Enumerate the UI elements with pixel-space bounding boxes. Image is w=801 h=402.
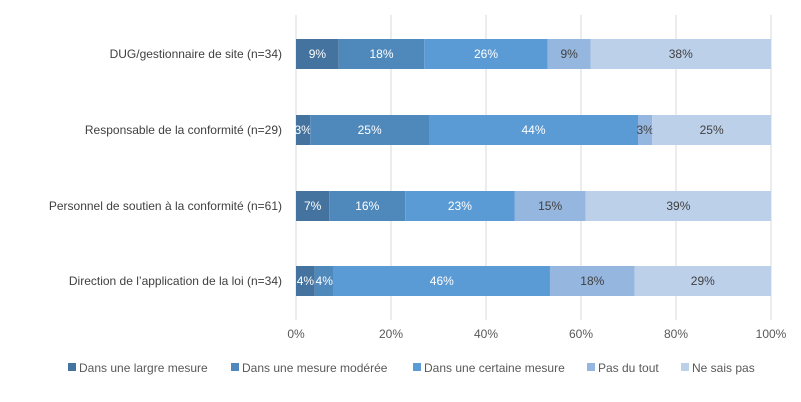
category-label: Personnel de soutien à la conformité (n=…	[49, 199, 282, 213]
data-label: 46%	[430, 274, 454, 288]
x-tick-label: 20%	[379, 327, 403, 341]
legend-swatch	[68, 363, 76, 371]
legend-label: Dans une largre mesure	[79, 361, 208, 375]
bar-segment	[296, 191, 330, 221]
legend-label: Pas du tout	[598, 361, 659, 375]
bar-segment	[549, 266, 635, 296]
bar-segment	[405, 191, 515, 221]
data-label: 18%	[369, 47, 393, 61]
bar-segment	[429, 115, 638, 145]
x-tick-label: 60%	[569, 327, 593, 341]
data-label: 38%	[669, 47, 693, 61]
bar-segment	[314, 266, 334, 296]
bar-segment	[547, 39, 591, 69]
bar-segment	[296, 39, 339, 69]
bar-segment	[585, 191, 771, 221]
data-label: 25%	[358, 123, 382, 137]
bar-segment	[296, 266, 315, 296]
x-tick-label: 0%	[287, 327, 305, 341]
data-label: 23%	[448, 199, 472, 213]
bar-segment	[634, 266, 771, 296]
data-label: 9%	[309, 47, 327, 61]
bar-segment	[590, 39, 771, 69]
bar-segment	[329, 191, 406, 221]
data-label: 44%	[521, 123, 545, 137]
legend-label: Ne sais pas	[692, 361, 755, 375]
category-label: Responsable de la conformité (n=29)	[85, 123, 282, 137]
bar-segment	[424, 39, 548, 69]
bar-segment	[638, 115, 653, 145]
data-label: 15%	[538, 199, 562, 213]
legend-swatch	[681, 363, 689, 371]
category-label: Direction de l’application de la loi (n=…	[69, 274, 282, 288]
data-label: 9%	[560, 47, 578, 61]
bar-segment	[514, 191, 586, 221]
data-label: 3%	[294, 123, 312, 137]
bar-segment	[296, 115, 311, 145]
bar-segment	[338, 39, 425, 69]
legend-swatch	[413, 363, 421, 371]
data-label: 16%	[355, 199, 379, 213]
data-label: 18%	[580, 274, 604, 288]
x-tick-label: 40%	[474, 327, 498, 341]
data-label: 4%	[297, 274, 315, 288]
legend-label: Dans une certaine mesure	[424, 361, 565, 375]
x-tick-label: 80%	[664, 327, 688, 341]
x-tick-label: 100%	[756, 327, 787, 341]
data-label: 4%	[316, 274, 334, 288]
legend-swatch	[231, 363, 239, 371]
data-label: 39%	[666, 199, 690, 213]
category-label: DUG/gestionnaire de site (n=34)	[110, 47, 282, 61]
legend-swatch	[587, 363, 595, 371]
data-label: 3%	[636, 123, 654, 137]
data-label: 26%	[474, 47, 498, 61]
bar-segment	[652, 115, 771, 145]
bar-segment	[310, 115, 429, 145]
data-label: 25%	[700, 123, 724, 137]
data-label: 7%	[304, 199, 322, 213]
legend-label: Dans une mesure modérée	[242, 361, 388, 375]
data-label: 29%	[691, 274, 715, 288]
bar-segment	[333, 266, 550, 296]
